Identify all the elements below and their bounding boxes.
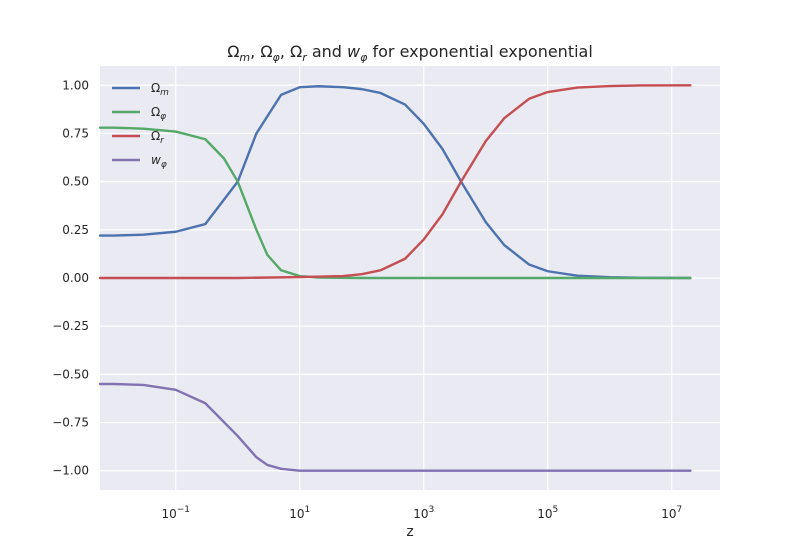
y-tick-label: −0.25 <box>52 319 89 333</box>
series-line-φ <box>98 382 692 472</box>
x-axis-label: z <box>406 524 413 540</box>
chart-title: Ωm, Ωφ, Ωr and wφ for exponential expone… <box>227 42 593 64</box>
y-tick-label: 0.25 <box>62 223 89 237</box>
series-line-φ <box>98 126 692 280</box>
y-tick-label: −1.00 <box>52 464 89 478</box>
series-line-r <box>98 84 692 280</box>
x-tick-label: 103 <box>413 505 434 521</box>
y-tick-label: 1.00 <box>62 78 89 92</box>
y-axis-ticks: 1.00 0.75 0.50 0.25 0.00 −0.25 −0.50 −0.75 −1.00 <box>52 78 89 477</box>
y-tick-label: −0.75 <box>52 416 89 430</box>
x-tick-label: 107 <box>661 505 682 521</box>
legend-label: Ωm <box>151 81 169 98</box>
legend-label: wφ <box>151 153 167 170</box>
y-tick-label: 0.75 <box>62 126 89 140</box>
y-tick-label: 0.50 <box>62 175 89 189</box>
x-tick-label: 105 <box>537 505 558 521</box>
y-tick-label: −0.50 <box>52 367 89 381</box>
series-layer <box>98 84 692 472</box>
x-axis-ticks: 10−1 101 103 105 107 <box>161 505 682 521</box>
legend-label: Ωr <box>151 129 165 146</box>
series-line-m <box>98 85 692 280</box>
x-tick-label: 101 <box>289 505 310 521</box>
y-tick-label: 0.00 <box>62 271 89 285</box>
legend: Ωm Ωφ Ωr wφ <box>112 81 169 170</box>
x-tick-label: 10−1 <box>161 505 190 521</box>
legend-label: Ωφ <box>151 105 166 122</box>
